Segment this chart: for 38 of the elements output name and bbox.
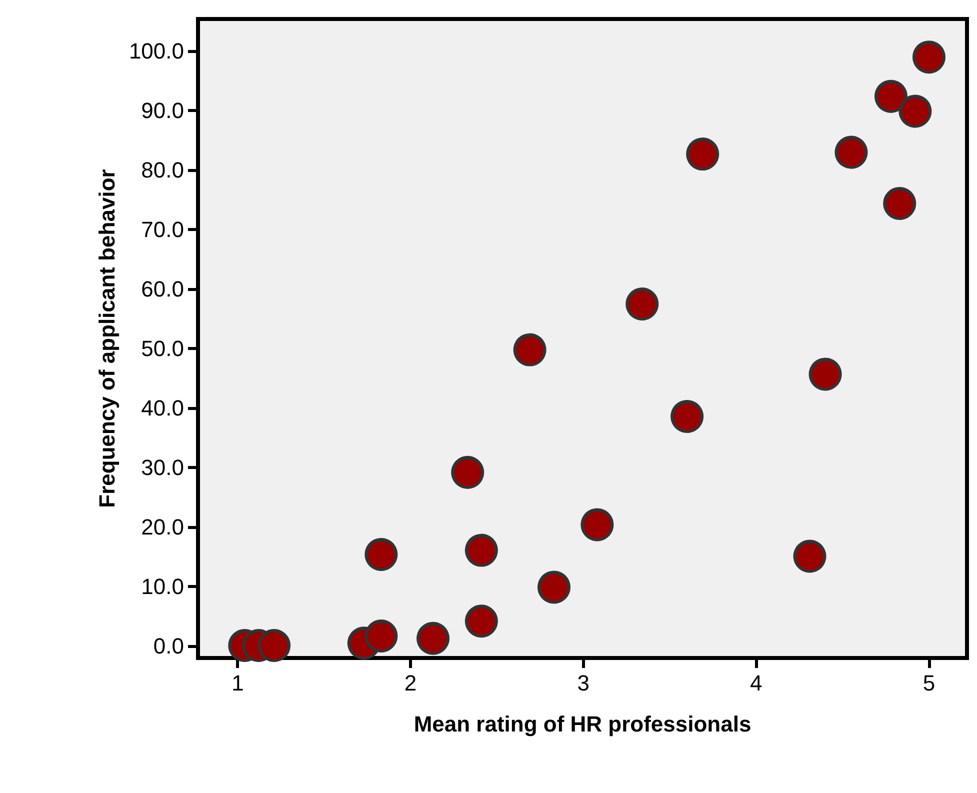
x-tick-label: 4 [750, 670, 762, 696]
point [883, 186, 916, 220]
point [513, 333, 546, 366]
point [834, 136, 868, 169]
point [793, 540, 826, 573]
y-tick-label: 90.0 [141, 98, 184, 124]
y-tick-label: 40.0 [141, 396, 184, 421]
y-tick-label: 60.0 [141, 276, 184, 302]
point [416, 622, 450, 655]
y-tick-label: 50.0 [141, 336, 184, 362]
y-tick-label: 10.0 [141, 574, 184, 600]
point [874, 80, 908, 113]
point [626, 288, 659, 320]
point [686, 138, 720, 171]
y-axis-title: Frequency of applicant behavior [94, 168, 120, 508]
point [898, 94, 932, 128]
x-axis-title: Mean rating of HR professionals [414, 712, 752, 736]
point [670, 400, 704, 433]
point [808, 358, 842, 391]
y-tick-label: 30.0 [141, 455, 184, 480]
x-tick-label: 1 [232, 670, 244, 696]
y-tick-label: 20.0 [141, 514, 184, 540]
point [258, 629, 291, 662]
point [451, 456, 484, 489]
point [538, 570, 570, 604]
y-tick-label: 80.0 [141, 158, 184, 183]
point [464, 534, 498, 567]
point [580, 508, 614, 542]
point [364, 619, 398, 652]
x-tick-label: 3 [577, 670, 590, 696]
point [464, 604, 498, 638]
x-tick-label: 5 [922, 670, 936, 696]
point [912, 40, 946, 74]
y-tick-label: 100.0 [128, 38, 184, 64]
point [364, 538, 398, 571]
y-tick-label: 70.0 [141, 217, 184, 242]
y-tick-label: 0.0 [153, 634, 184, 659]
x-tick-label: 2 [404, 670, 417, 696]
